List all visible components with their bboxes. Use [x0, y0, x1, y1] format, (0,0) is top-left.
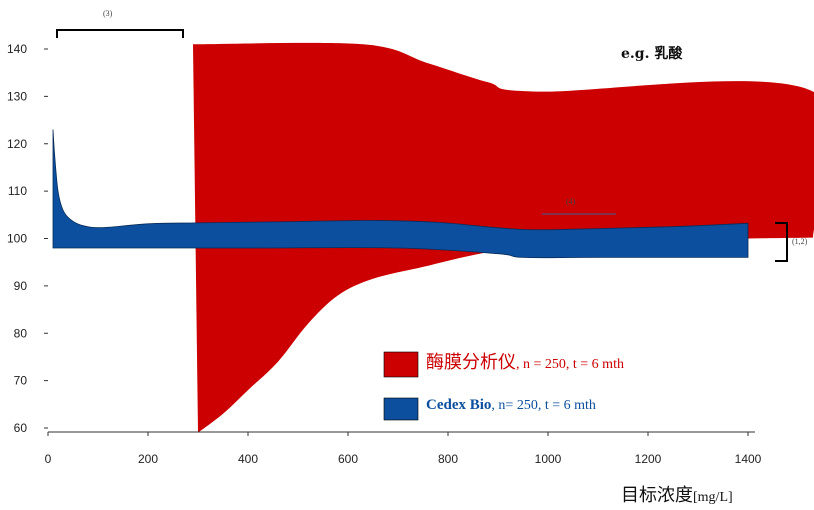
- analyte-label: e.g. 乳酸: [621, 45, 683, 62]
- x-tick-label: 1400: [735, 452, 762, 466]
- y-tick-label: 70: [14, 374, 28, 388]
- axes: 0 200 400 600 800 1000 1200 1400 60 70 80 90 100 110…: [7, 42, 762, 466]
- bracket-top-shape: [56, 29, 184, 38]
- legend-blue-detail: , n= 250, t = 6 mth: [491, 398, 595, 413]
- legend-swatch-red: [383, 351, 419, 378]
- mid-note-text: (4): [566, 197, 576, 206]
- legend-label-blue: Cedex Bio, n= 250, t = 6 mth: [426, 397, 596, 413]
- x-axis-title: 目标浓度: [621, 485, 693, 506]
- x-tick-label: 600: [338, 452, 358, 466]
- bracket-right-note: (1,2): [792, 237, 808, 246]
- y-ticks: 60 70 80 90 100 110 120 130 140: [7, 42, 48, 435]
- legend-swatch-blue: [383, 397, 419, 421]
- cedex-bio-area: [52, 129, 749, 259]
- legend-red-detail: , n = 250, t = 6 mth: [516, 357, 624, 372]
- y-tick-label: 120: [7, 137, 27, 151]
- y-tick-label: 90: [14, 279, 28, 293]
- x-axis-label: 目标浓度[mg/L]: [621, 485, 733, 506]
- y-tick-label: 80: [14, 326, 28, 340]
- bracket-top-note: (3): [103, 9, 113, 18]
- mid-note: (4): [542, 197, 616, 215]
- y-tick-label: 110: [8, 184, 27, 198]
- y-tick-label: 140: [7, 42, 27, 56]
- x-tick-label: 1000: [535, 452, 562, 466]
- bracket-top: (3): [56, 9, 184, 38]
- legend-red-name: 酶膜分析仪: [426, 352, 516, 373]
- x-tick-label: 1200: [635, 452, 662, 466]
- y-tick-label: 100: [7, 232, 27, 246]
- legend-blue-name: Cedex Bio: [426, 397, 491, 413]
- x-axis-unit: [mg/L]: [693, 490, 733, 505]
- bracket-right: (1,2): [775, 222, 808, 262]
- y-tick-label: 130: [7, 89, 27, 103]
- legend-label-red: 酶膜分析仪, n = 250, t = 6 mth: [426, 352, 624, 373]
- x-tick-label: 400: [238, 452, 258, 466]
- y-tick-label: 60: [14, 421, 28, 435]
- x-tick-label: 0: [45, 452, 52, 466]
- x-tick-label: 200: [138, 452, 158, 466]
- legend: 酶膜分析仪, n = 250, t = 6 mth Cedex Bio, n= …: [383, 351, 624, 421]
- x-tick-label: 800: [438, 452, 458, 466]
- x-ticks: 0 200 400 600 800 1000 1200 1400: [45, 432, 762, 466]
- blue-series-area: [52, 129, 749, 259]
- bracket-right-shape: [775, 222, 788, 262]
